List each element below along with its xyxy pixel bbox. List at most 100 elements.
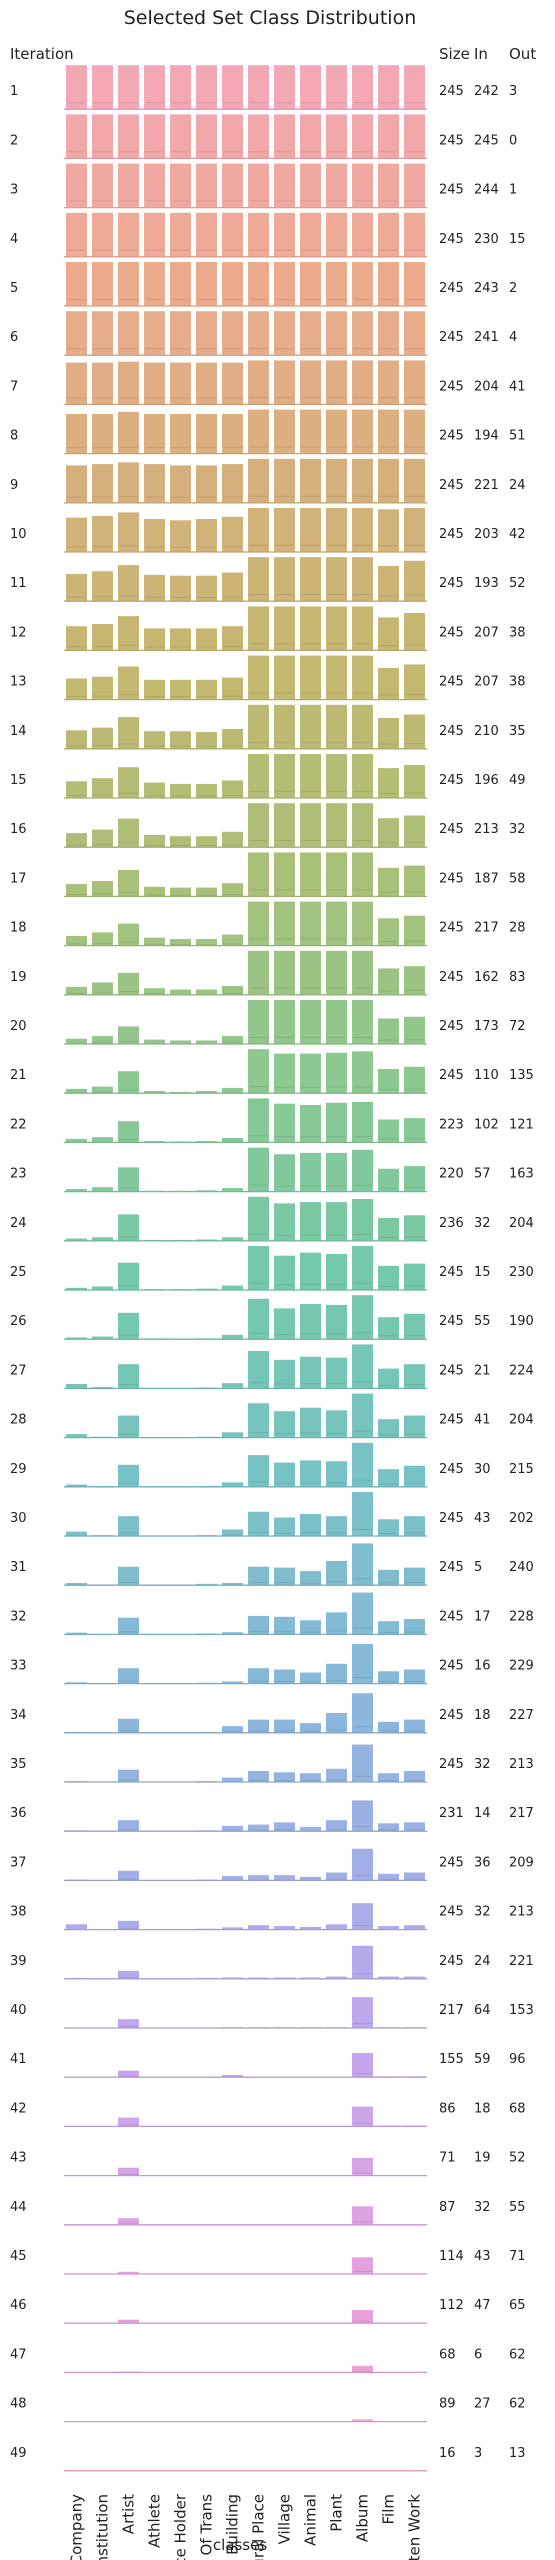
- bar: [66, 163, 87, 208]
- bar: [378, 1317, 399, 1340]
- bar: [274, 1154, 295, 1192]
- bar: [170, 114, 191, 159]
- bar: [66, 1188, 87, 1192]
- iteration-label: 37: [10, 1855, 27, 1870]
- out-value: 72: [509, 1019, 526, 1034]
- bar: [352, 1997, 373, 2028]
- iteration-row: 23 220 57 163: [10, 1147, 534, 1193]
- bar: [404, 1215, 425, 1241]
- bar: [66, 1337, 87, 1340]
- bar: [66, 1038, 87, 1044]
- bar: [118, 2218, 139, 2225]
- bar: [222, 1334, 243, 1340]
- iteration-row: 6 245 241 4: [10, 311, 517, 356]
- bar: [404, 1465, 425, 1487]
- bar: [118, 565, 139, 602]
- bar: [248, 1049, 269, 1094]
- bar: [404, 1976, 425, 1979]
- bar: [170, 989, 191, 995]
- size-value: 220: [439, 1167, 464, 1182]
- bar: [118, 1415, 139, 1438]
- bar: [118, 1668, 139, 1684]
- bar: [144, 1091, 165, 1094]
- bar: [222, 1681, 243, 1684]
- bar: [222, 572, 243, 602]
- bar: [404, 1166, 425, 1192]
- bar: [404, 212, 425, 257]
- bar: [326, 606, 347, 651]
- out-value: 38: [509, 625, 526, 640]
- bar: [378, 1069, 399, 1094]
- bar: [118, 361, 139, 405]
- bar: [378, 1119, 399, 1143]
- bar: [404, 114, 425, 159]
- out-value: 38: [509, 675, 526, 690]
- bar: [378, 1519, 399, 1536]
- bar: [404, 714, 425, 749]
- iteration-label: 44: [10, 2200, 27, 2215]
- bar: [248, 114, 269, 159]
- size-value: 71: [439, 2151, 456, 2166]
- bar: [300, 1460, 321, 1487]
- iteration-row: 25 245 15 230: [10, 1246, 534, 1291]
- bar: [196, 1040, 217, 1044]
- bar: [352, 1199, 373, 1241]
- out-value: 13: [509, 2446, 526, 2461]
- bar: [352, 655, 373, 700]
- bar: [378, 566, 399, 602]
- bar: [300, 311, 321, 356]
- out-value: 0: [509, 133, 517, 148]
- bar: [326, 1052, 347, 1094]
- bar: [222, 1876, 243, 1881]
- bar: [352, 1945, 373, 1979]
- iteration-label: 15: [10, 773, 27, 788]
- out-value: 121: [509, 1117, 534, 1132]
- bar: [274, 1772, 295, 1782]
- bar: [378, 667, 399, 700]
- in-value: 207: [474, 625, 499, 640]
- bar: [404, 915, 425, 946]
- out-value: 202: [509, 1511, 534, 1526]
- bar: [404, 360, 425, 405]
- bar: [248, 1455, 269, 1487]
- out-value: 1: [509, 183, 517, 198]
- in-value: 6: [474, 2347, 482, 2362]
- in-value: 102: [474, 1117, 499, 1132]
- bar: [300, 704, 321, 749]
- bar: [352, 1592, 373, 1635]
- bar: [92, 114, 113, 159]
- bar: [404, 1415, 425, 1438]
- iteration-label: 4: [10, 232, 18, 247]
- iteration-row: 42 86 18 68: [10, 2101, 526, 2128]
- bar: [326, 1663, 347, 1684]
- out-value: 49: [509, 773, 526, 788]
- bar: [352, 262, 373, 306]
- bar: [118, 1870, 139, 1881]
- bar: [66, 311, 87, 356]
- out-value: 4: [509, 330, 517, 345]
- bar: [118, 1364, 139, 1389]
- bar: [274, 1977, 295, 1979]
- bar: [196, 1583, 217, 1586]
- bar: [248, 1000, 269, 1044]
- bar: [92, 362, 113, 405]
- bar: [404, 1364, 425, 1389]
- bar: [222, 1188, 243, 1192]
- iteration-row: 20 245 173 72: [10, 1000, 526, 1045]
- bar: [144, 114, 165, 159]
- bar: [170, 939, 191, 946]
- bar: [66, 1434, 87, 1438]
- bar: [118, 1516, 139, 1536]
- bar: [378, 311, 399, 356]
- out-value: 2: [509, 281, 517, 296]
- bar: [300, 1723, 321, 1733]
- bar: [352, 1800, 373, 1832]
- x-tick-label: Artist: [120, 2494, 138, 2534]
- bar: [170, 887, 191, 897]
- bar: [300, 114, 321, 159]
- in-value: 30: [474, 1462, 491, 1477]
- bar: [274, 65, 295, 110]
- size-value: 245: [439, 1954, 464, 1969]
- size-value: 245: [439, 921, 464, 936]
- bar: [378, 1976, 399, 1979]
